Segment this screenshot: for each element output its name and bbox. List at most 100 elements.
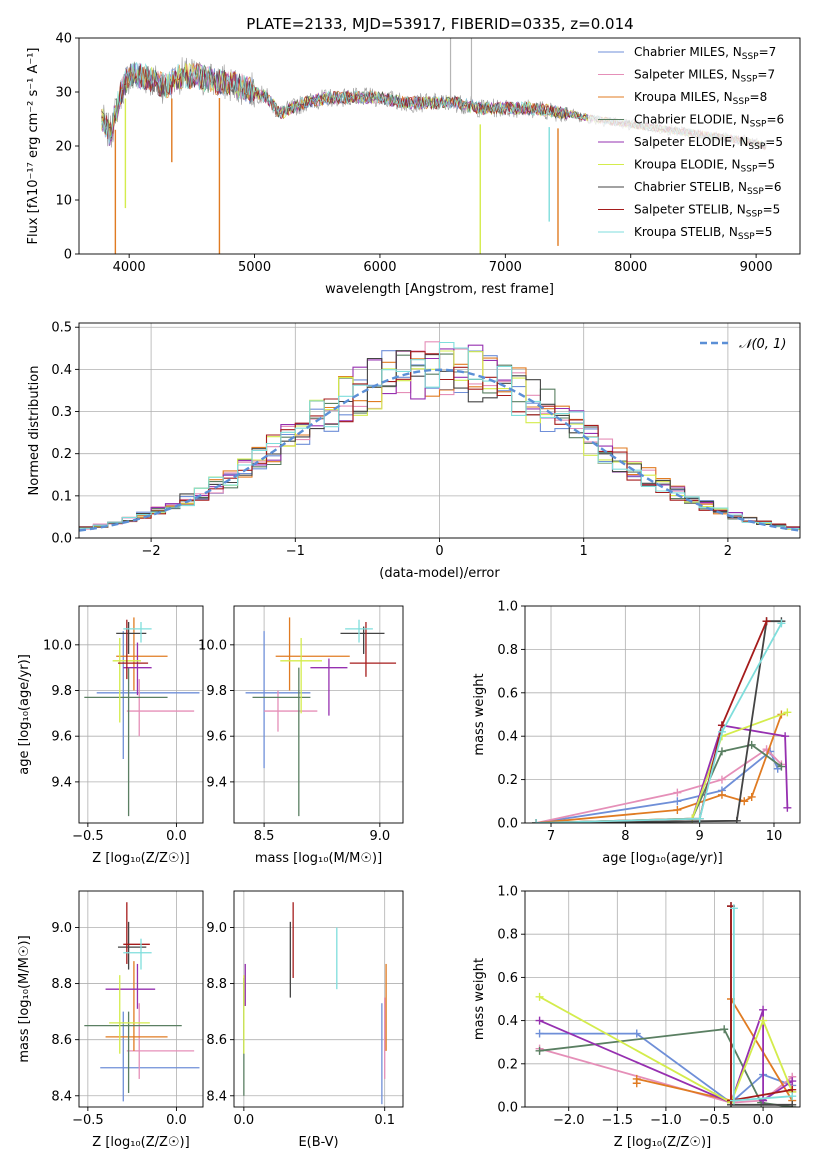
x-tick-label: −2.0 bbox=[553, 1113, 585, 1128]
y-axis-label: Flux [fλ10⁻¹⁷ erg cm⁻² s⁻¹ A⁻¹] bbox=[26, 48, 41, 245]
weight-marker bbox=[783, 708, 792, 717]
plot-area-age_vs_mass bbox=[245, 617, 397, 817]
panel-mass_vs_ebv: 0.0 0.1 8.4 8.6 8.8 9.0 E(B-V) bbox=[206, 890, 404, 1150]
weight-marker bbox=[747, 792, 756, 801]
y-tick-label: 0.8 bbox=[497, 643, 518, 658]
x-axis-label: age [log₁₀(age/yr)] bbox=[602, 851, 723, 866]
x-tick-label: 7000 bbox=[489, 260, 522, 275]
legend-label-kroupa-miles: Kroupa MILES, NSSP=8 bbox=[634, 90, 767, 107]
y-tick-label: 0.0 bbox=[51, 532, 72, 547]
weight-marker bbox=[788, 1077, 797, 1086]
x-tick-label: 8000 bbox=[614, 260, 647, 275]
weight-marker bbox=[673, 788, 682, 797]
weight-marker bbox=[759, 1005, 768, 1014]
weight-marker bbox=[717, 790, 726, 799]
plot-area-mass_weight_vs_Z bbox=[535, 902, 797, 1107]
x-tick-label: −0.5 bbox=[699, 1113, 731, 1128]
x-tick-label: 2 bbox=[724, 544, 732, 559]
x-tick-label: −0.5 bbox=[72, 1113, 104, 1128]
y-axis-label: age [log₁₀(age/yr)] bbox=[17, 654, 32, 775]
x-tick-label: 9000 bbox=[740, 260, 773, 275]
legend-bg bbox=[588, 42, 798, 65]
y-tick-label: 8.4 bbox=[51, 1089, 72, 1104]
y-tick-label: 10.0 bbox=[198, 638, 227, 653]
y-tick-label: 9.0 bbox=[51, 921, 72, 936]
weight-line-kroupa-miles bbox=[536, 714, 783, 823]
weight-marker bbox=[535, 1029, 544, 1038]
x-tick-label: −0.5 bbox=[72, 829, 104, 844]
x-tick-label: −1.0 bbox=[650, 1113, 682, 1128]
legend-label-salpeter-miles: Salpeter MILES, NSSP=7 bbox=[634, 68, 775, 85]
x-tick-label: −2 bbox=[142, 544, 161, 559]
x-axis-label: Z [log₁₀(Z/Z☉)] bbox=[614, 1135, 711, 1150]
panel-spectrum: 4000 5000 6000 7000 8000 9000 0 10 20 30 40 wavelen… bbox=[26, 32, 801, 297]
weight-marker bbox=[783, 803, 792, 812]
y-tick-label: 0.0 bbox=[497, 817, 518, 832]
panel-residual_hist: −2 −1 0 1 2 0.0 0.1 0.2 0.3 0.4 0.5 (data-model)/er… bbox=[27, 321, 801, 581]
panel-age_vs_Z: −0.5 0.0 9.4 9.6 9.8 10.0 Z [log₁₀(Z/Z☉)] age [… bbox=[17, 605, 204, 866]
axes-frame bbox=[233, 890, 404, 1108]
legend-bg bbox=[588, 222, 798, 245]
plot-area-mass_vs_ebv bbox=[243, 902, 387, 1105]
y-tick-label: 0.3 bbox=[51, 405, 72, 420]
y-tick-label: 0.1 bbox=[51, 489, 72, 504]
x-tick-label: 10 bbox=[766, 829, 783, 844]
y-tick-label: 8.8 bbox=[51, 977, 72, 992]
weight-marker bbox=[717, 747, 726, 756]
weight-marker bbox=[673, 805, 682, 814]
legend-bg bbox=[588, 154, 798, 177]
x-tick-label: −1 bbox=[286, 544, 305, 559]
y-tick-label: 0.8 bbox=[497, 928, 518, 943]
y-tick-label: 9.6 bbox=[206, 730, 227, 745]
x-tick-label: 0.0 bbox=[166, 1113, 187, 1128]
y-tick-label: 0.0 bbox=[497, 1101, 518, 1116]
y-tick-label: 20 bbox=[55, 140, 72, 155]
plot-area-spectrum bbox=[101, 38, 767, 254]
panel-age_vs_mass: 8.5 9.0 9.4 9.6 9.8 10.0 mass [log₁₀(M/M☉)] bbox=[198, 605, 404, 866]
y-tick-label: 0.2 bbox=[497, 773, 518, 788]
y-tick-label: 0 bbox=[64, 248, 72, 263]
weight-line-chabrier-stelib bbox=[536, 620, 782, 823]
x-tick-label: 8 bbox=[621, 829, 629, 844]
axes-frame bbox=[233, 605, 404, 824]
weight-marker bbox=[535, 992, 544, 1001]
weight-marker bbox=[777, 619, 786, 628]
legend-bg bbox=[588, 64, 798, 87]
y-tick-label: 9.0 bbox=[206, 921, 227, 936]
plot-area-residual_hist bbox=[79, 341, 800, 532]
x-tick-label: 0.0 bbox=[234, 1113, 255, 1128]
weight-line-kroupa-elodie bbox=[539, 996, 794, 1104]
legend-gaussian-label: 𝒩(0, 1) bbox=[739, 337, 786, 352]
x-tick-label: 5000 bbox=[238, 260, 271, 275]
axes-frame bbox=[524, 605, 801, 824]
x-tick-label: −1.5 bbox=[602, 1113, 634, 1128]
y-tick-label: 9.4 bbox=[51, 775, 72, 790]
legend-bg bbox=[588, 132, 798, 155]
hist-step-kroupa-stelib bbox=[79, 341, 800, 529]
legend-label-salpeter-elodie: Salpeter ELODIE, NSSP=5 bbox=[634, 135, 783, 152]
weight-line-salpeter-stelib bbox=[536, 620, 768, 823]
legend-bg bbox=[588, 87, 798, 110]
weight-marker bbox=[535, 1016, 544, 1025]
weight-marker bbox=[717, 727, 726, 736]
weight-marker bbox=[740, 797, 749, 806]
weight-marker bbox=[788, 1100, 797, 1107]
x-tick-label: 0 bbox=[435, 544, 443, 559]
weight-marker bbox=[695, 814, 704, 823]
plot-area-mass_vs_Z bbox=[84, 902, 200, 1102]
legend-label-chabrier-elodie: Chabrier ELODIE, NSSP=6 bbox=[634, 113, 784, 130]
y-tick-label: 9.8 bbox=[51, 684, 72, 699]
y-tick-label: 9.4 bbox=[206, 775, 227, 790]
y-tick-label: 8.6 bbox=[51, 1033, 72, 1048]
weight-marker bbox=[729, 904, 738, 913]
x-tick-label: 1 bbox=[580, 544, 588, 559]
weight-marker bbox=[762, 617, 771, 626]
weight-marker bbox=[788, 1092, 797, 1101]
panel-mass_weight_vs_Z: −2.0 −1.5 −1.0 −0.5 0.0 0.0 0.2 0.4 0.6 0.8 1.0 Z [… bbox=[472, 885, 801, 1150]
y-tick-label: 1.0 bbox=[497, 885, 518, 900]
weight-marker bbox=[717, 775, 726, 784]
legend-bg bbox=[588, 199, 798, 222]
panel-mass_weight_vs_age: 7 8 9 10 0.0 0.2 0.4 0.6 0.8 1.0 age [log₁₀(age/yr… bbox=[472, 600, 801, 866]
x-tick-label: 0.0 bbox=[753, 1113, 774, 1128]
y-tick-label: 0.2 bbox=[51, 447, 72, 462]
